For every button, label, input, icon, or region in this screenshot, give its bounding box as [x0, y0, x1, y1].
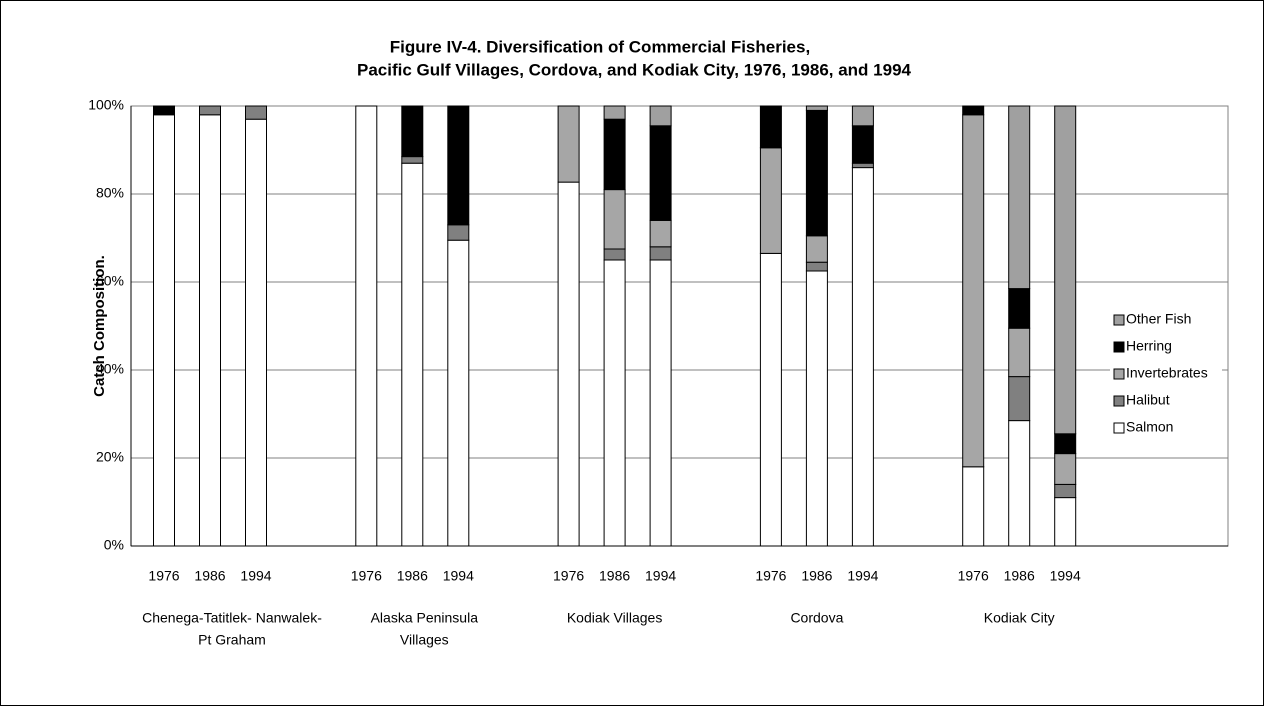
bar-segment [1054, 433, 1077, 455]
bar-segment [1008, 105, 1031, 290]
x-tick-label: 1986 [599, 568, 630, 584]
bar-segment [153, 105, 175, 116]
bar-segment [851, 125, 874, 164]
chart-title: Figure IV-4. Diversification of Commerci… [390, 37, 810, 56]
bar-segment [447, 239, 470, 547]
bar-segment [649, 125, 672, 221]
bar-segment [962, 105, 985, 116]
x-tick-label: 1976 [553, 568, 584, 584]
legend-swatch [1113, 314, 1125, 326]
x-tick-label: 1994 [240, 568, 271, 584]
group-label: Kodiak Villages [567, 610, 662, 626]
bar-segment [759, 252, 782, 547]
bar-segment [962, 114, 985, 468]
x-tick-label: 1976 [755, 568, 786, 584]
legend-label: Halibut [1126, 392, 1170, 408]
bar-segment [649, 259, 672, 547]
bar-segment [603, 105, 626, 120]
legend-box [1110, 305, 1222, 442]
bar-segment [962, 466, 985, 547]
bar-segment [851, 105, 874, 127]
y-tick-label: 20% [96, 449, 124, 465]
x-tick-label: 1994 [443, 568, 474, 584]
bar-segment [1054, 497, 1077, 547]
bar-segment [603, 189, 626, 250]
group-label: Alaska Peninsula [371, 610, 479, 626]
bar-segment [649, 246, 672, 261]
legend-swatch [1113, 422, 1125, 434]
legend-label: Invertebrates [1126, 365, 1208, 381]
group-label: Chenega-Tatitlek- Nanwalek- [142, 610, 322, 626]
bar-segment [153, 114, 175, 547]
bar-segment [1008, 327, 1031, 378]
bar-segment [649, 105, 672, 127]
bar-segment [603, 248, 626, 261]
x-tick-label: 1994 [645, 568, 676, 584]
bar-segment [355, 105, 378, 547]
bar-segment [759, 147, 782, 254]
legend-swatch [1113, 341, 1125, 353]
bar-segment [603, 118, 626, 191]
x-tick-label: 1986 [194, 568, 225, 584]
bar-segment [1008, 288, 1031, 329]
bar-segment [805, 235, 828, 263]
bar-segment [603, 259, 626, 547]
bar-segment [245, 118, 267, 547]
bar-segment [1054, 483, 1077, 499]
legend-swatch [1113, 368, 1125, 380]
legend-swatch [1113, 395, 1125, 407]
x-tick-label: 1976 [148, 568, 179, 584]
bar-segment [199, 114, 221, 547]
legend-label: Other Fish [1126, 311, 1191, 327]
x-tick-label: 1986 [397, 568, 428, 584]
bar-segment [1008, 420, 1031, 547]
bar-segment [851, 162, 874, 169]
x-tick-label: 1976 [958, 568, 989, 584]
bar-segment [805, 105, 828, 111]
bar-segment [447, 224, 470, 241]
x-tick-label: 1994 [847, 568, 878, 584]
group-label: Villages [400, 632, 449, 648]
x-tick-label: 1994 [1050, 568, 1081, 584]
y-tick-label: 40% [96, 361, 124, 377]
y-tick-label: 80% [96, 185, 124, 201]
bar-segment [401, 156, 424, 164]
bar-segment [447, 105, 470, 226]
group-label: Pt Graham [198, 632, 266, 648]
bar-segment [245, 105, 267, 120]
bar-segment [401, 162, 424, 547]
legend-label: Herring [1126, 338, 1172, 354]
bar-segment [199, 105, 221, 116]
y-tick-label: 60% [96, 273, 124, 289]
bar-segment [851, 167, 874, 547]
x-tick-label: 1976 [351, 568, 382, 584]
x-tick-label: 1986 [1004, 568, 1035, 584]
bar-segment [557, 105, 580, 183]
bar-segment [649, 219, 672, 248]
bar-segment [1054, 105, 1077, 435]
legend-label: Salmon [1126, 419, 1173, 435]
chart-title: Pacific Gulf Villages, Cordova, and Kodi… [357, 60, 912, 79]
bar-segment [1054, 453, 1077, 485]
bar-segment [805, 270, 828, 547]
bar-segment [805, 109, 828, 237]
y-axis-title: Catch Composition. [91, 255, 108, 397]
group-label: Kodiak City [984, 610, 1055, 626]
bar-segment [1008, 376, 1031, 422]
bar-segment [401, 105, 424, 158]
bar-segment [805, 261, 828, 272]
bar-segment [759, 105, 782, 149]
group-label: Cordova [790, 610, 843, 626]
bar-segment [557, 181, 580, 547]
y-tick-label: 100% [88, 97, 124, 113]
y-tick-label: 0% [104, 537, 124, 553]
x-tick-label: 1986 [801, 568, 832, 584]
